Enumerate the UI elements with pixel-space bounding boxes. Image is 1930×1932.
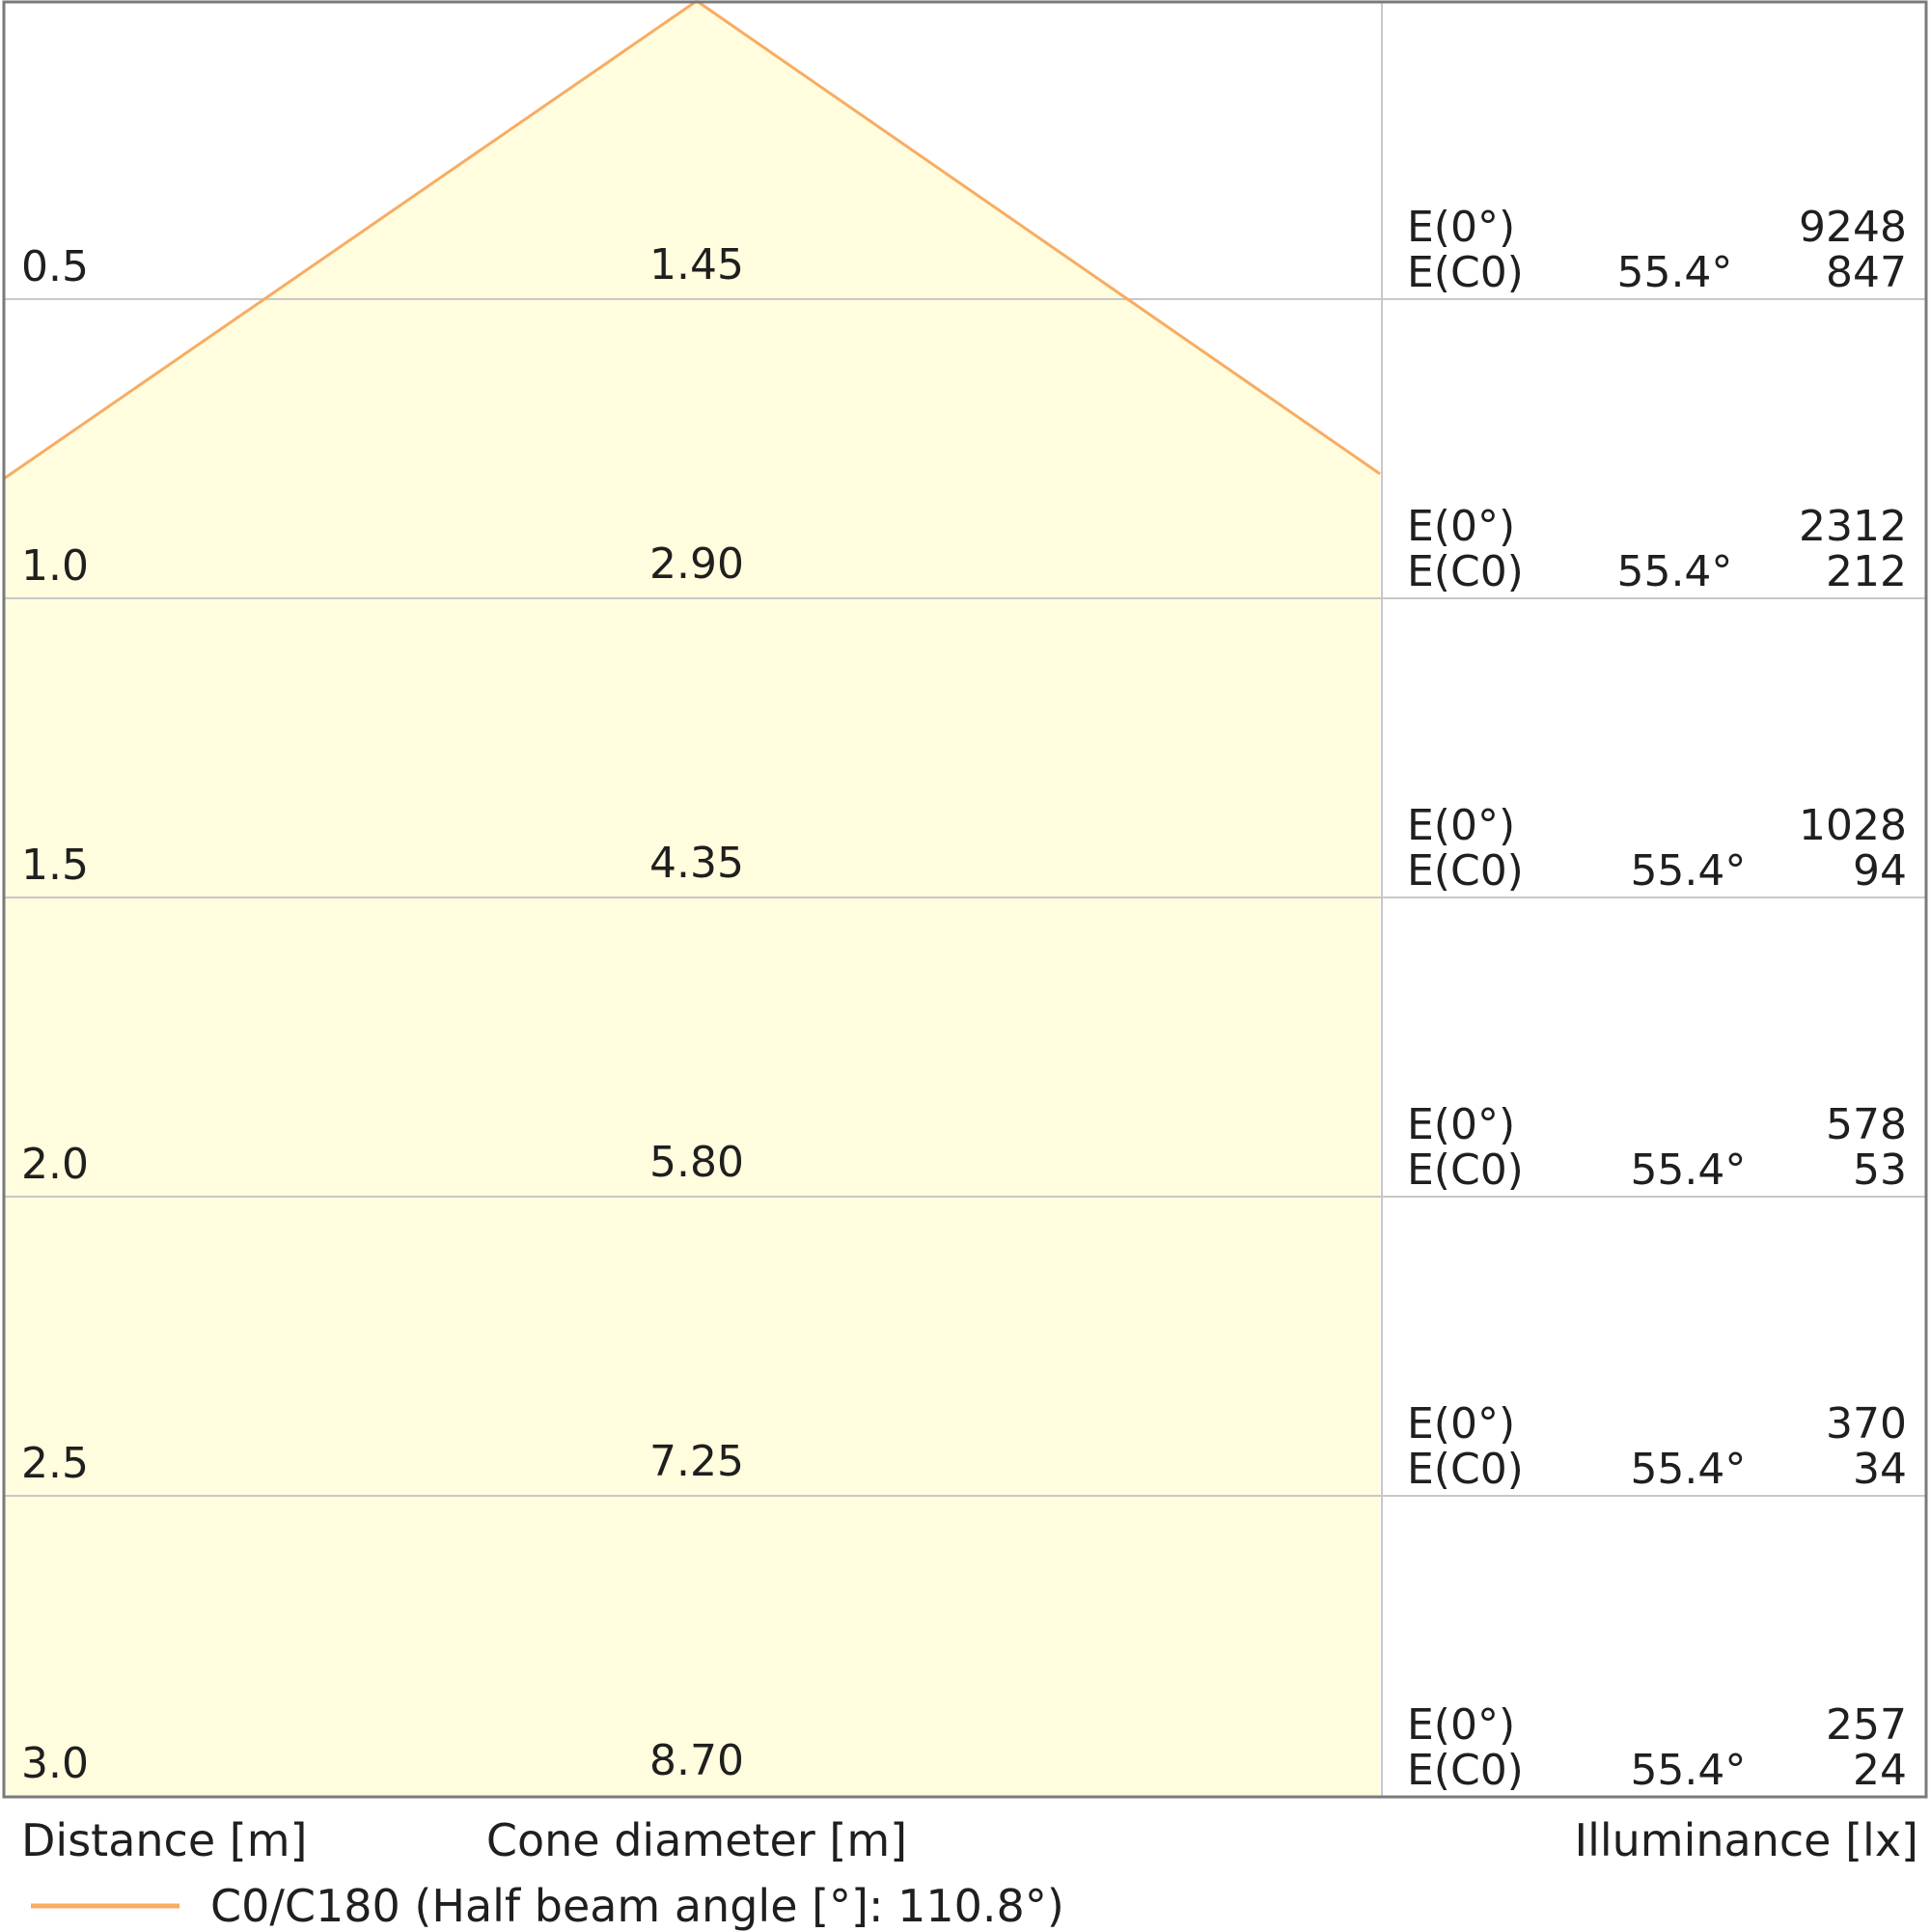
beam-angle-value: 55.4° (1630, 1145, 1747, 1195)
e0-value: 257 (1826, 1700, 1907, 1750)
cone-diameter-label: 5.80 (649, 1137, 744, 1187)
illuminance-row: E(0°) 257 E(C0) 55.4° 24 (1407, 1702, 1907, 1793)
ec0-value: 212 (1826, 547, 1907, 596)
e0-label: E(0°) (1407, 203, 1516, 252)
distance-axis-title: Distance [m] (21, 1814, 308, 1866)
e0-label: E(0°) (1407, 1700, 1516, 1750)
beam-angle-value: 55.4° (1630, 846, 1747, 896)
ec0-label: E(C0) (1407, 1445, 1524, 1494)
cone-edge-left-line (3, 0, 698, 481)
cone-diameter-label: 4.35 (649, 838, 744, 888)
ec0-value: 94 (1853, 846, 1907, 896)
beam-angle-value: 55.4° (1616, 248, 1733, 297)
beam-angle-value: 55.4° (1630, 1746, 1747, 1795)
e0-label: E(0°) (1407, 1100, 1516, 1149)
e0-value: 370 (1826, 1399, 1907, 1449)
ec0-label: E(C0) (1407, 846, 1524, 896)
illuminance-row: E(0°) 1028 E(C0) 55.4° 94 (1407, 803, 1907, 894)
legend: C0/C180 (Half beam angle [°]: 110.8°) (29, 1882, 1064, 1931)
legend-line-swatch (31, 1903, 179, 1909)
beam-angle-value: 55.4° (1630, 1445, 1747, 1494)
e0-value: 9248 (1799, 203, 1907, 252)
e0-value: 2312 (1799, 502, 1907, 551)
illuminance-row: E(0°) 370 E(C0) 55.4° 34 (1407, 1401, 1907, 1492)
illuminance-axis-title: Illuminance [lx] (1574, 1814, 1918, 1866)
cone-diameter-axis-title: Cone diameter [m] (485, 1814, 908, 1866)
distance-label: 3.0 (21, 1738, 89, 1788)
ec0-label: E(C0) (1407, 547, 1524, 596)
gridlines (4, 298, 1926, 1497)
distance-label: 1.5 (21, 840, 89, 890)
e0-label: E(0°) (1407, 502, 1516, 551)
illuminance-row: E(0°) 9248 E(C0) 55.4° 847 (1407, 205, 1907, 295)
distance-label: 2.5 (21, 1438, 89, 1488)
cone-diameter-label: 1.45 (649, 239, 744, 290)
chart-border (2, 0, 1928, 1799)
illuminance-row: E(0°) 578 E(C0) 55.4° 53 (1407, 1102, 1907, 1193)
ec0-value: 53 (1853, 1145, 1907, 1195)
distance-label: 1.0 (21, 540, 89, 591)
e0-value: 578 (1826, 1100, 1907, 1149)
beam-cone-edges (3, 0, 1381, 481)
illuminance-row: E(0°) 2312 E(C0) 55.4° 212 (1407, 504, 1907, 594)
ec0-label: E(C0) (1407, 1145, 1524, 1195)
cone-edge-right-line (696, 0, 1381, 476)
ec0-value: 34 (1853, 1445, 1907, 1494)
e0-label: E(0°) (1407, 1399, 1516, 1449)
distance-label: 0.5 (21, 241, 89, 291)
cone-diameter-label: 7.25 (649, 1436, 744, 1486)
ec0-label: E(C0) (1407, 1746, 1524, 1795)
beam-angle-value: 55.4° (1616, 547, 1733, 596)
ec0-value: 847 (1826, 248, 1907, 297)
ec0-label: E(C0) (1407, 248, 1524, 297)
cone-diameter-label: 8.70 (649, 1735, 744, 1785)
distance-label: 2.0 (21, 1139, 89, 1189)
cone-diameter-label: 2.90 (649, 538, 744, 589)
ec0-value: 24 (1853, 1746, 1907, 1795)
e0-label: E(0°) (1407, 801, 1516, 850)
e0-value: 1028 (1799, 801, 1907, 850)
legend-label: C0/C180 (Half beam angle [°]: 110.8°) (210, 1880, 1064, 1932)
